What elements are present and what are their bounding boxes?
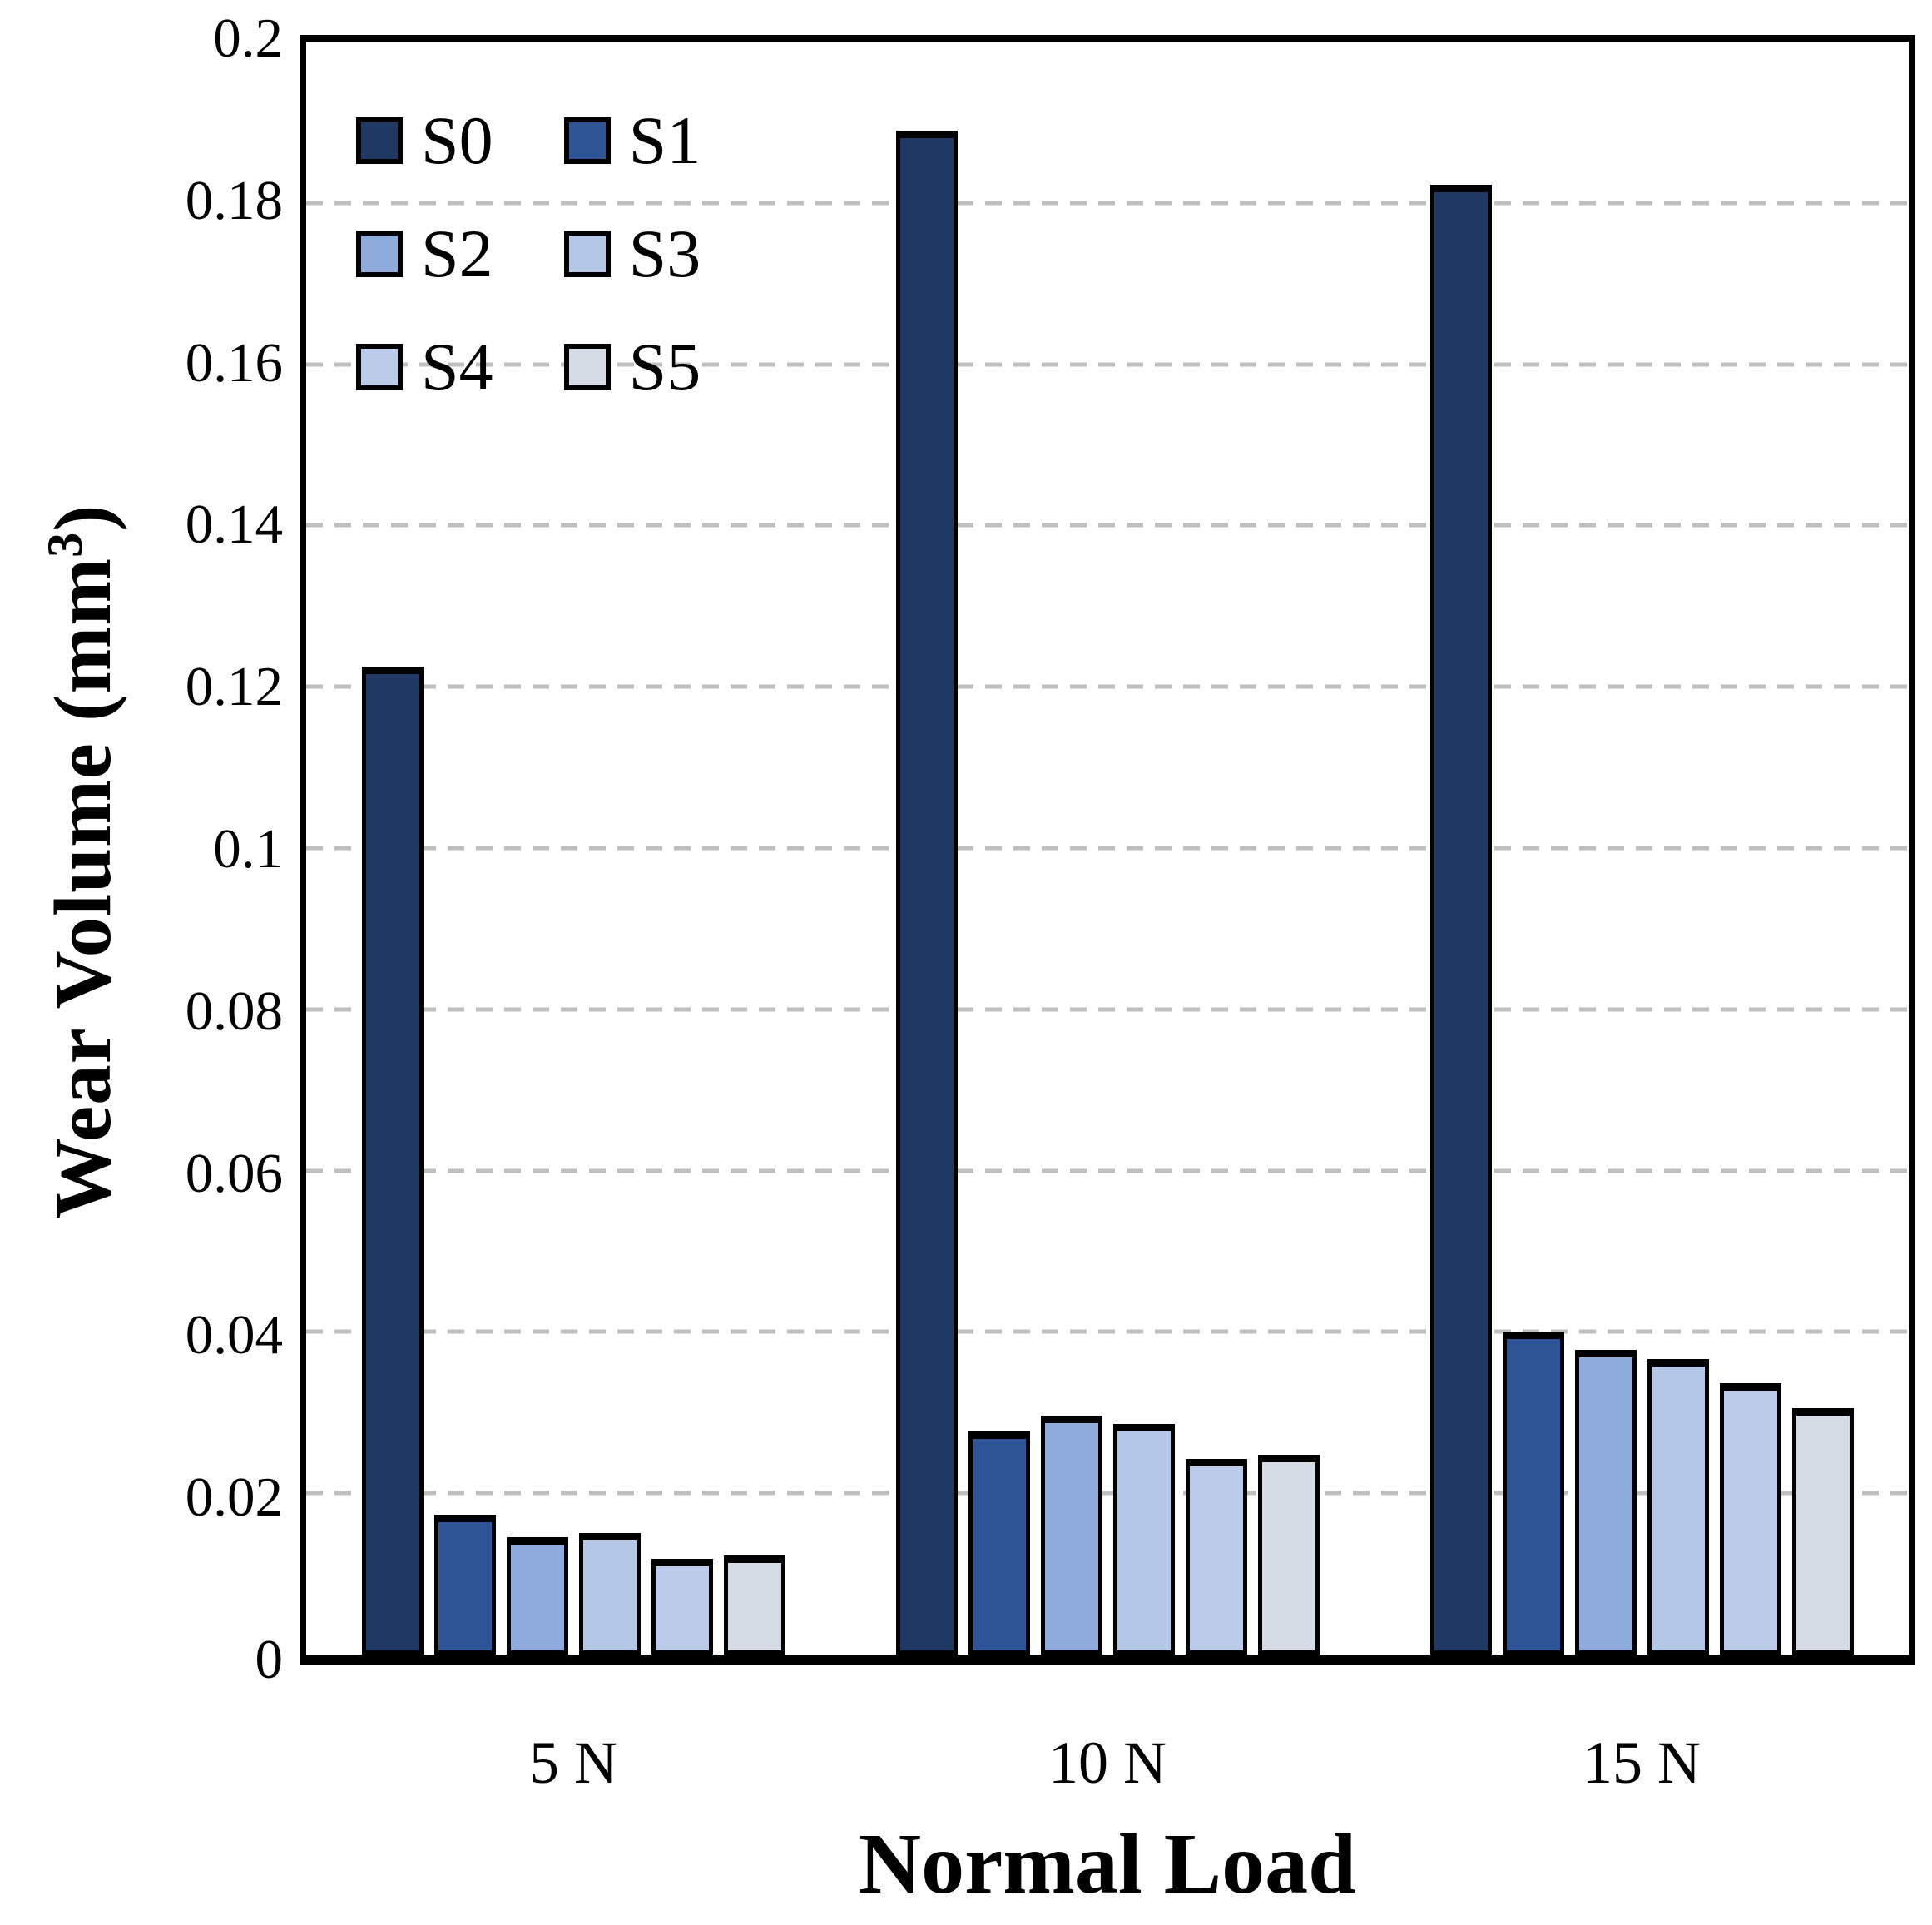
bar-group-10N (840, 42, 1375, 1655)
gridline-0.12 (306, 684, 1909, 689)
bar-S0-10N (895, 130, 958, 1655)
legend-swatch-S1 (563, 117, 611, 164)
bar-S0-15N (1429, 185, 1492, 1655)
legend-label-S2: S2 (421, 216, 493, 291)
x-tick-label-10N: 10 N (1048, 1729, 1167, 1796)
legend-swatch-S2 (356, 231, 403, 277)
gridline-0.18 (306, 201, 1909, 206)
legend-item-S2: S2 (356, 220, 493, 288)
y-tick-label-0.16: 0.16 (185, 331, 283, 394)
bar-S3-10N (1112, 1423, 1175, 1655)
y-tick-label-0.08: 0.08 (185, 980, 283, 1042)
legend-swatch-S3 (563, 231, 611, 277)
gridline-0.14 (306, 523, 1909, 528)
gridline-0.02 (306, 1491, 1909, 1496)
legend-label-S0: S0 (421, 102, 493, 178)
bar-S4-15N (1719, 1383, 1781, 1655)
bar-S1-5N (433, 1515, 496, 1655)
bar-S5-15N (1791, 1407, 1854, 1655)
y-tick-label-0.18: 0.18 (185, 169, 283, 231)
legend-swatch-S5 (563, 344, 611, 390)
bars-layer (306, 42, 1909, 1655)
bar-group-15N (1375, 42, 1909, 1655)
legend-swatch-S0 (356, 117, 403, 164)
bar-S0-5N (361, 666, 424, 1655)
legend-swatch-S4 (356, 344, 403, 390)
legend-item-S1: S1 (563, 102, 701, 178)
y-tick-label-0.02: 0.02 (185, 1466, 283, 1529)
legend: S0 S1 S2 S3 S4 S5 (356, 107, 701, 401)
y-tick-label-0.04: 0.04 (185, 1304, 283, 1367)
bar-S5-10N (1257, 1454, 1320, 1655)
bar-S3-15N (1647, 1359, 1709, 1655)
legend-label-S3: S3 (628, 216, 701, 291)
y-tick-label-0.14: 0.14 (185, 494, 283, 556)
x-tick-label-15N: 15 N (1583, 1729, 1701, 1796)
bar-group-5N (306, 42, 840, 1655)
bar-S2-15N (1574, 1349, 1637, 1655)
legend-item-S0: S0 (356, 107, 493, 175)
bar-S4-5N (651, 1558, 713, 1655)
gridline-0.16 (306, 362, 1909, 367)
grid-layer (306, 42, 1909, 1655)
gridline-0.10 (306, 846, 1909, 851)
bar-S4-10N (1185, 1458, 1247, 1655)
legend-label-S1: S1 (628, 102, 701, 178)
x-axis-title: Normal Load (859, 1816, 1356, 1912)
bar-S1-10N (968, 1431, 1030, 1655)
legend-item-S5: S5 (563, 329, 701, 404)
legend-item-S3: S3 (563, 216, 701, 291)
y-tick-label-0: 0 (255, 1629, 284, 1690)
legend-label-S5: S5 (628, 329, 701, 404)
legend-label-S4: S4 (421, 329, 493, 404)
bar-S1-15N (1502, 1332, 1564, 1655)
gridline-0.08 (306, 1007, 1909, 1012)
y-tick-label-0.1: 0.1 (213, 818, 283, 880)
bar-S3-5N (578, 1532, 641, 1655)
legend-item-S4: S4 (356, 333, 493, 401)
x-tick-label-5N: 5 N (529, 1729, 617, 1796)
y-tick-label-0.06: 0.06 (185, 1142, 283, 1204)
bar-S2-10N (1040, 1416, 1102, 1655)
bar-S5-5N (723, 1555, 785, 1655)
bar-S2-5N (506, 1536, 568, 1655)
gridline-0.06 (306, 1168, 1909, 1173)
y-tick-label-0.2: 0.2 (213, 7, 283, 69)
gridline-0.04 (306, 1329, 1909, 1334)
y-tick-label-0.12: 0.12 (185, 656, 283, 718)
plot-area: S0 S1 S2 S3 S4 S5 (300, 35, 1915, 1665)
